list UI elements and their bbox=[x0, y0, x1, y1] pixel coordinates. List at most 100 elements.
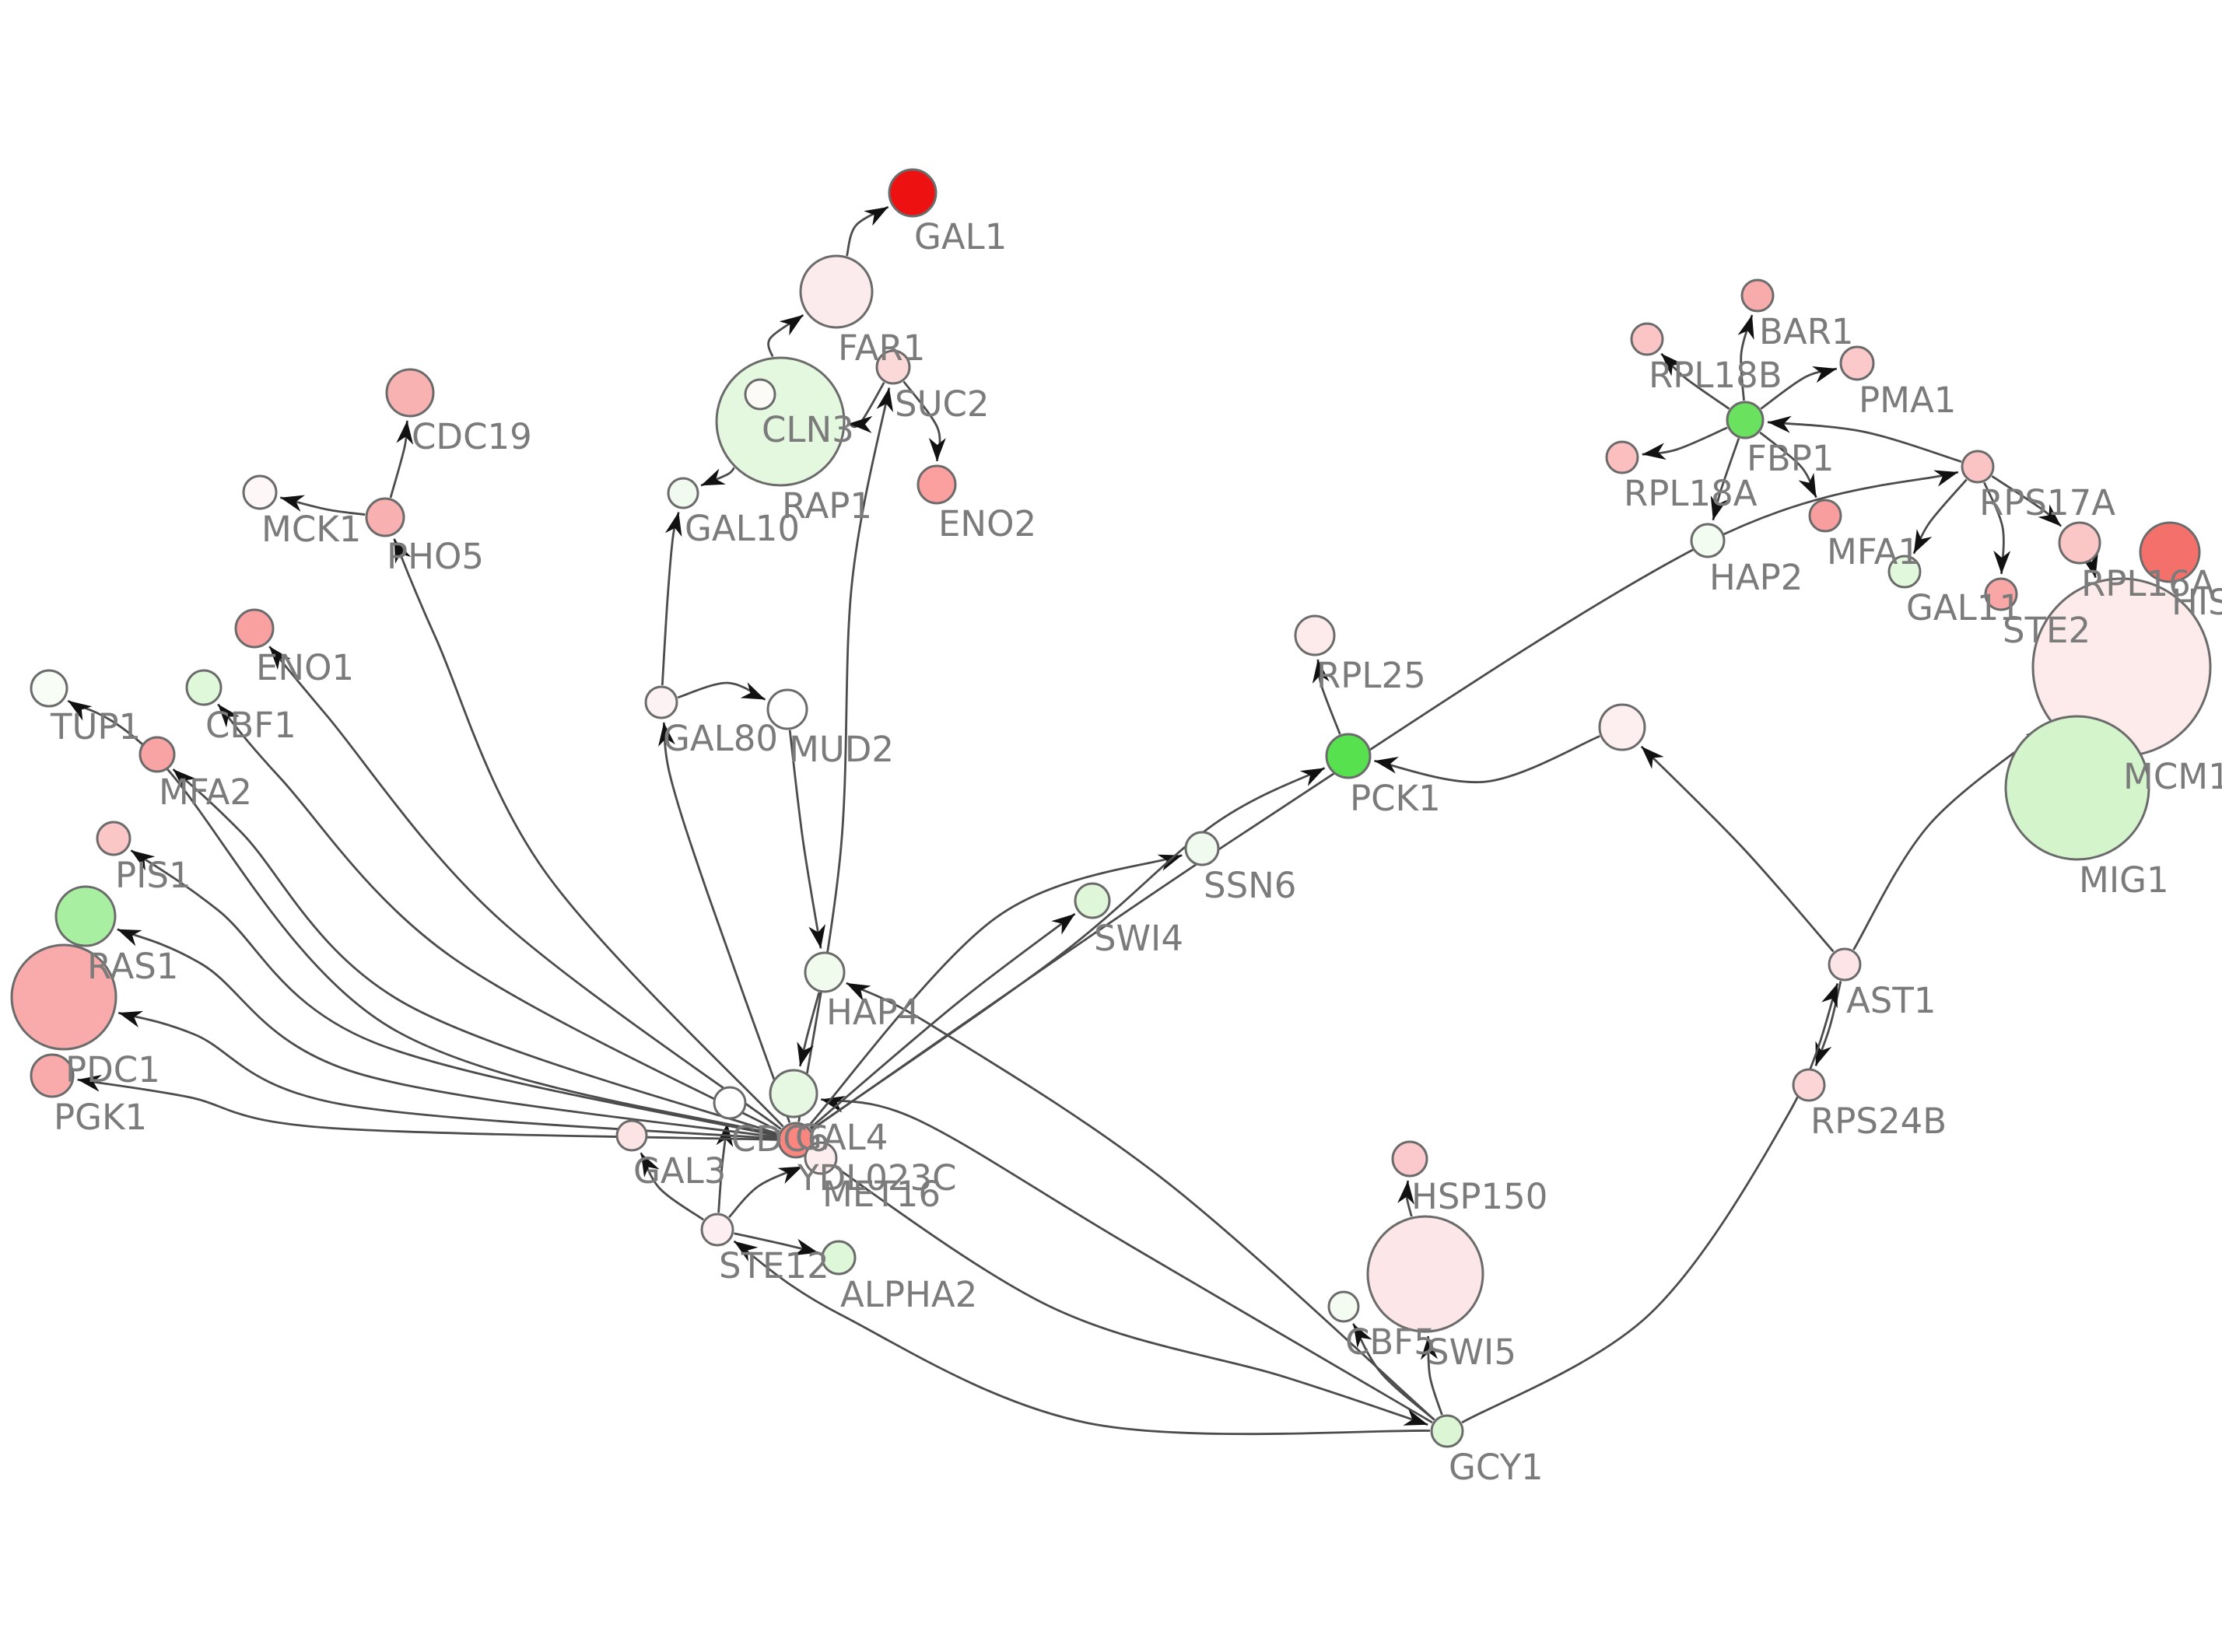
edge-STE12-ALPHA2 bbox=[734, 1232, 819, 1256]
node-MIG1[interactable] bbox=[2004, 715, 2150, 861]
node-HSP150[interactable] bbox=[1391, 1140, 1428, 1178]
edge-GCY1-HAP4 bbox=[846, 982, 1435, 1421]
node-HIS4[interactable] bbox=[2139, 521, 2201, 583]
node-GAL1[interactable] bbox=[888, 168, 938, 218]
node-TUP1[interactable] bbox=[30, 669, 68, 708]
node-GCY1[interactable] bbox=[1430, 1414, 1464, 1448]
edge-FBP1-HAP2 bbox=[1710, 438, 1740, 521]
edge-GAL80-MUD2 bbox=[677, 681, 766, 701]
node-HAP2[interactable] bbox=[1690, 523, 1726, 558]
node-SSN6[interactable] bbox=[1184, 831, 1220, 866]
node-ALPHA2[interactable] bbox=[821, 1240, 857, 1276]
node-ENO1[interactable] bbox=[234, 608, 275, 649]
edge-RPS17A-FBP1 bbox=[1767, 415, 1962, 463]
node-label-TUP1: TUP1 bbox=[50, 706, 141, 747]
node-PHO5[interactable] bbox=[365, 497, 405, 537]
node-RPL25[interactable] bbox=[1294, 614, 1336, 656]
node-label-PDC1: PDC1 bbox=[65, 1049, 160, 1090]
node-MFA2[interactable] bbox=[138, 736, 176, 773]
node-label-PCK1: PCK1 bbox=[1350, 778, 1441, 819]
node-BAR1[interactable] bbox=[1740, 278, 1775, 313]
node-label-CDC19: CDC19 bbox=[412, 416, 532, 457]
node-label-FBP1: FBP1 bbox=[1747, 438, 1835, 479]
node-PMA1[interactable] bbox=[1839, 345, 1875, 381]
node-label-RPL18A: RPL18A bbox=[1624, 473, 1758, 514]
node-label-MUD2: MUD2 bbox=[789, 729, 894, 770]
node-RPS24B[interactable] bbox=[1792, 1068, 1826, 1102]
node-GAL10[interactable] bbox=[667, 477, 699, 509]
node-CDC6[interactable] bbox=[713, 1086, 747, 1120]
node-label-GAL11: GAL11 bbox=[1906, 587, 2021, 628]
edge-YDL023C-PIS1 bbox=[130, 849, 778, 1137]
node-RPL16A[interactable] bbox=[2058, 521, 2101, 565]
node-label-SSN6: SSN6 bbox=[1204, 865, 1296, 906]
edge-AST1-NODE_A bbox=[1640, 745, 1835, 953]
edge-YDL023C-SSN6 bbox=[807, 854, 1183, 1128]
node-GAL80[interactable] bbox=[644, 685, 678, 719]
node-PIS1[interactable] bbox=[96, 821, 131, 856]
node-label-PGK1: PGK1 bbox=[54, 1097, 147, 1138]
node-FBP1[interactable] bbox=[1726, 401, 1765, 439]
node-STE2[interactable] bbox=[1984, 577, 2018, 611]
node-CLN3[interactable] bbox=[744, 378, 776, 411]
node-AST1[interactable] bbox=[1828, 947, 1862, 982]
node-RAS1[interactable] bbox=[54, 885, 117, 947]
edge-NODE_A-PCK1 bbox=[1374, 735, 1600, 784]
node-label-GAL3: GAL3 bbox=[633, 1150, 726, 1192]
node-STE12[interactable] bbox=[700, 1213, 734, 1247]
node-label-FAR1: FAR1 bbox=[838, 327, 925, 369]
edge-STE12-CDC6 bbox=[716, 1122, 734, 1213]
node-label-PHO5: PHO5 bbox=[387, 536, 484, 577]
node-RPL18B[interactable] bbox=[1630, 322, 1664, 356]
node-ENO2[interactable] bbox=[916, 464, 957, 505]
node-HAP4[interactable] bbox=[804, 951, 846, 993]
node-MCK1[interactable] bbox=[242, 474, 278, 510]
node-label-GAL1: GAL1 bbox=[914, 216, 1007, 257]
node-label-CBF1: CBF1 bbox=[205, 705, 296, 746]
edge-STE12-MET16 bbox=[728, 1165, 803, 1218]
node-CBF1[interactable] bbox=[185, 669, 223, 706]
node-GAL11[interactable] bbox=[1887, 555, 1922, 589]
edge-HAP4-GAL4 bbox=[797, 992, 821, 1067]
node-SWI4[interactable] bbox=[1074, 882, 1111, 919]
node-CBF5[interactable] bbox=[1327, 1290, 1360, 1323]
edge-YDL023C-PDC1 bbox=[117, 1010, 778, 1140]
node-RPS17A[interactable] bbox=[1961, 450, 1995, 484]
node-MET16[interactable] bbox=[804, 1141, 838, 1175]
node-label-MCK1: MCK1 bbox=[261, 509, 361, 550]
node-GAL3[interactable] bbox=[615, 1119, 648, 1152]
node-label-HAP4: HAP4 bbox=[826, 992, 920, 1033]
nodes-layer bbox=[10, 168, 2212, 1448]
edge-YDL023C-MFA2 bbox=[172, 768, 779, 1136]
node-GAL4[interactable] bbox=[769, 1069, 818, 1118]
edge-RPS17A-STE2 bbox=[1983, 481, 2011, 575]
edge-MUD2-HAP4 bbox=[788, 730, 826, 949]
node-NODE_A[interactable] bbox=[1598, 703, 1646, 751]
node-PGK1[interactable] bbox=[30, 1053, 75, 1098]
node-label-CBF5: CBF5 bbox=[1345, 1321, 1436, 1363]
edge-GCY1-STE12 bbox=[733, 1240, 1431, 1436]
edge-PCK1-RPL25 bbox=[1312, 659, 1341, 735]
edge-SUC2-ENO2 bbox=[902, 380, 946, 462]
node-CDC19[interactable] bbox=[385, 368, 435, 418]
node-SUC2[interactable] bbox=[875, 349, 911, 385]
edge-FBP1-PMA1 bbox=[1760, 366, 1838, 410]
edge-GAL80-GAL10 bbox=[661, 512, 682, 686]
node-YDL023C[interactable] bbox=[777, 1122, 815, 1159]
node-PCK1[interactable] bbox=[1325, 733, 1372, 779]
node-RPL18A[interactable] bbox=[1605, 440, 1639, 474]
node-label-BAR1: BAR1 bbox=[1759, 311, 1854, 352]
node-label-RPL16A: RPL16A bbox=[2081, 563, 2215, 604]
node-label-RPL25: RPL25 bbox=[1316, 655, 1426, 696]
node-label-CDC6: CDC6 bbox=[731, 1118, 829, 1160]
node-MUD2[interactable] bbox=[766, 688, 808, 730]
node-label-SUC2: SUC2 bbox=[895, 383, 990, 425]
node-PDC1[interactable] bbox=[10, 943, 117, 1051]
edge-FBP1-RPL18A bbox=[1642, 426, 1728, 460]
node-FAR1[interactable] bbox=[799, 254, 874, 329]
node-SWI5[interactable] bbox=[1366, 1215, 1484, 1333]
edge-YDL023C-ENO1 bbox=[268, 646, 782, 1130]
edge-SWI5-HSP150 bbox=[1397, 1180, 1415, 1217]
node-MFA1[interactable] bbox=[1808, 499, 1842, 533]
